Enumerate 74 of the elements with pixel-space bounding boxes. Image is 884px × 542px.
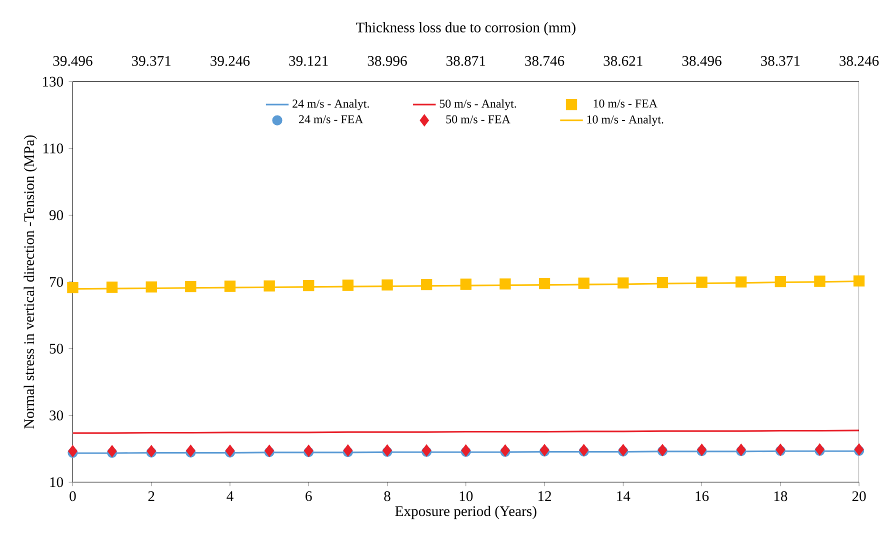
y-tick-label: 130 xyxy=(42,76,64,87)
y-tick-label: 10 xyxy=(50,477,64,488)
point xyxy=(815,443,824,456)
point xyxy=(185,281,196,292)
point xyxy=(224,280,236,292)
x-axis-title: Exposure period (Years) xyxy=(395,506,536,520)
legend-label: 10 m/s - Analyt. xyxy=(587,115,664,126)
point xyxy=(382,444,392,457)
point xyxy=(814,276,826,287)
x2-axis-title: Thickness loss due to corrosion (mm) xyxy=(356,22,576,36)
point xyxy=(106,282,118,293)
point xyxy=(225,444,235,457)
point xyxy=(500,278,511,290)
x2-tick-label: 38.246 xyxy=(840,56,879,66)
point xyxy=(774,276,786,288)
x2-tick-label: 39.371 xyxy=(132,56,171,66)
point xyxy=(460,278,472,290)
legend-label: 24 m/s - Analyt. xyxy=(292,99,369,110)
x-tick-label: 4 xyxy=(226,491,234,501)
point xyxy=(853,275,865,287)
point xyxy=(186,444,196,457)
y-tick-label: 90 xyxy=(49,210,64,220)
point xyxy=(343,444,353,457)
point xyxy=(697,444,706,456)
point xyxy=(303,280,314,292)
x2-tick-label: 38.746 xyxy=(525,56,564,66)
point xyxy=(656,277,668,288)
point xyxy=(854,443,864,456)
point xyxy=(146,281,157,293)
x-tick-label: 10 xyxy=(460,491,473,502)
x2-tick-label: 38.496 xyxy=(682,56,722,66)
x-tick-label: 8 xyxy=(384,491,390,502)
x2-tick-label: 39.246 xyxy=(210,56,250,66)
x2-tick-label: 38.871 xyxy=(446,56,486,66)
legend-label: 24 m/s - FEA xyxy=(299,115,364,124)
x-tick-label: 12 xyxy=(538,491,552,501)
point xyxy=(578,278,590,289)
point xyxy=(736,444,746,456)
point xyxy=(304,444,314,457)
x-tick-label: 0 xyxy=(70,491,76,502)
point xyxy=(264,280,275,292)
legend-label: 50 m/s - Analyt. xyxy=(440,99,516,110)
point xyxy=(696,276,708,288)
x-tick-label: 16 xyxy=(696,491,709,502)
x-tick-label: 20 xyxy=(852,491,866,502)
y-tick-label: 50 xyxy=(50,344,64,354)
x2-tick-label: 38.621 xyxy=(604,56,642,66)
point xyxy=(67,282,78,294)
y-axis-title: Normal stress in vertical direction -Tension (MPa) xyxy=(24,135,37,429)
x2-tick-label: 38.996 xyxy=(368,56,407,66)
point xyxy=(107,445,117,458)
x-tick-label: 2 xyxy=(148,491,154,501)
point xyxy=(538,278,550,290)
point xyxy=(68,445,78,458)
point xyxy=(500,444,510,457)
x-tick-label: 6 xyxy=(306,491,312,502)
point xyxy=(736,276,747,288)
point xyxy=(420,279,432,290)
y-tick-label: 30 xyxy=(50,410,64,420)
x-tick-label: 18 xyxy=(774,491,788,502)
x-tick-label: 14 xyxy=(617,491,630,501)
point xyxy=(382,279,393,291)
legend-label: 10 m/s - FEA xyxy=(594,99,658,108)
point xyxy=(264,444,274,457)
y-tick-label: 110 xyxy=(44,144,64,154)
point xyxy=(618,277,629,289)
legend-label: 50 m/s - FEA xyxy=(446,115,510,124)
point xyxy=(342,280,354,291)
point xyxy=(422,444,432,457)
x2-tick-label: 39.496 xyxy=(53,56,92,66)
x2-tick-label: 39.121 xyxy=(289,56,328,66)
y-tick-label: 70 xyxy=(50,277,64,287)
x2-tick-label: 38.371 xyxy=(761,56,800,66)
point xyxy=(461,444,471,457)
